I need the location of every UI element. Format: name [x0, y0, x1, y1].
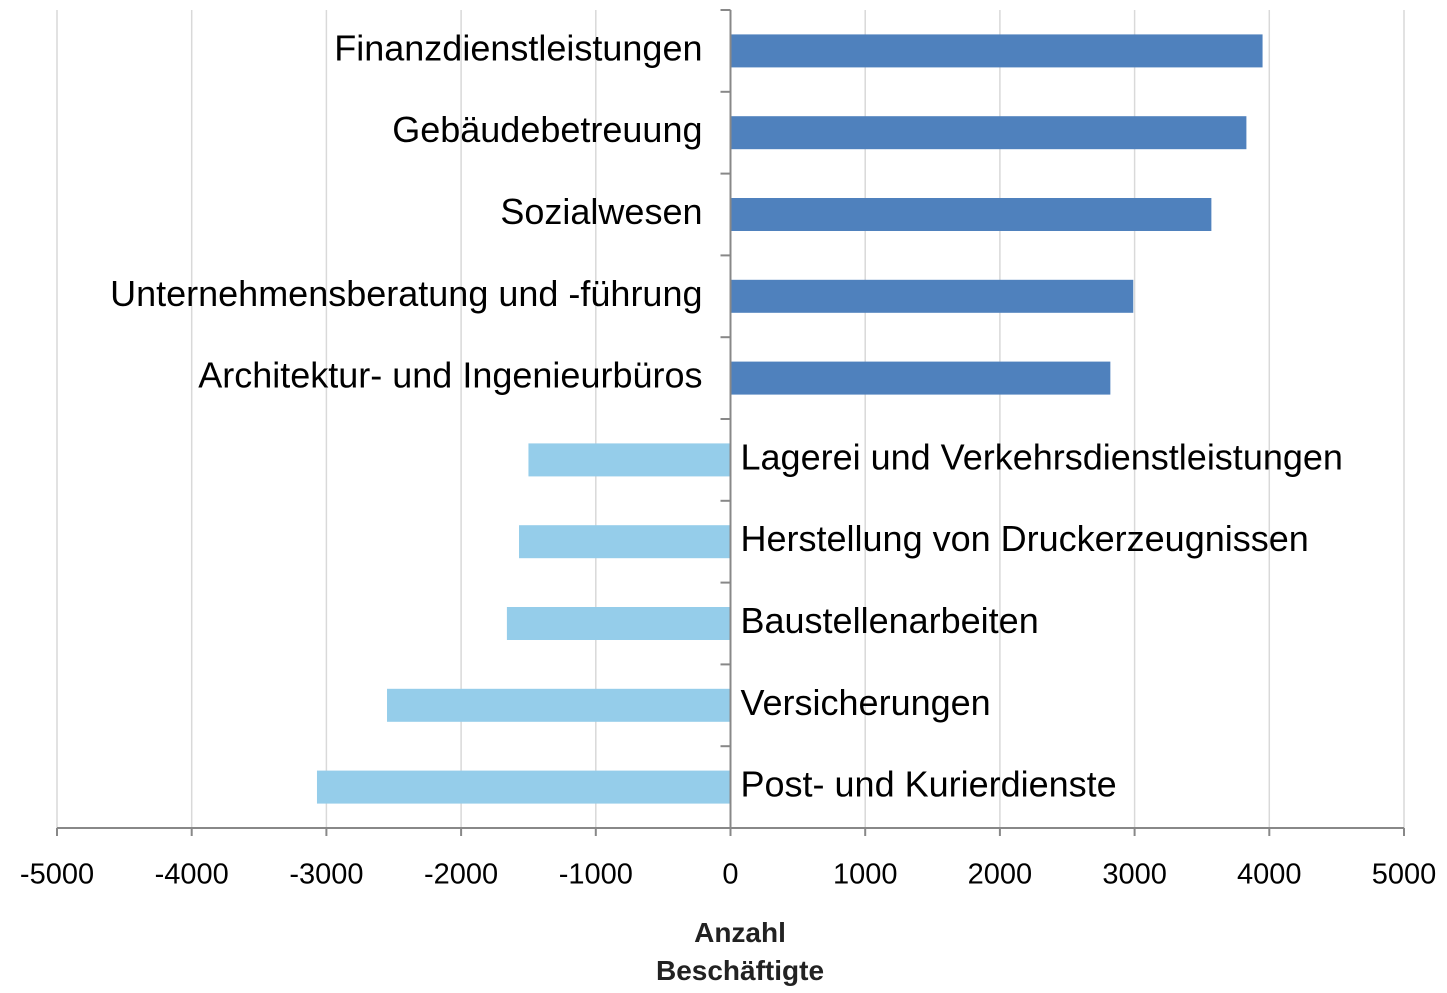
x-tick-label: 2000	[968, 859, 1033, 891]
bar	[316, 770, 731, 804]
x-tick-label: -1000	[559, 859, 633, 891]
category-label: Architektur- und Ingenieurbüros	[198, 355, 702, 396]
category-label: Herstellung von Druckerzeugnissen	[741, 518, 1309, 559]
x-tick-label: 5000	[1372, 859, 1437, 891]
bar	[506, 607, 731, 640]
x-tick-label: 3000	[1102, 859, 1167, 891]
x-tick-label: 1000	[833, 859, 898, 891]
category-label: Post- und Kurierdienste	[741, 764, 1117, 805]
category-label: Unternehmensberatung und -führung	[110, 273, 702, 314]
x-tick-label: -4000	[155, 859, 229, 891]
bar	[387, 688, 731, 722]
x-tick-label: 4000	[1237, 859, 1302, 891]
category-label: Gebäudebetreuung	[392, 109, 702, 150]
category-label: Finanzdienstleistungen	[334, 27, 702, 68]
category-label: Versicherungen	[741, 682, 991, 723]
bar	[519, 525, 731, 559]
bar	[730, 198, 1212, 231]
bar	[730, 279, 1134, 313]
category-label: Lagerei und Verkehrsdienstleistungen	[741, 436, 1343, 477]
bar	[730, 361, 1111, 395]
x-axis-title: Anzahl Beschäftigte	[655, 917, 825, 986]
x-tick-label: 0	[722, 859, 738, 891]
bar	[528, 443, 731, 477]
x-tick-label: -5000	[20, 859, 94, 891]
category-label: Baustellenarbeiten	[741, 600, 1039, 641]
bar	[730, 116, 1247, 150]
x-tick-label: -3000	[289, 859, 363, 891]
x-tick-label: -2000	[424, 859, 498, 891]
bar	[730, 34, 1263, 68]
category-label: Sozialwesen	[500, 191, 702, 232]
